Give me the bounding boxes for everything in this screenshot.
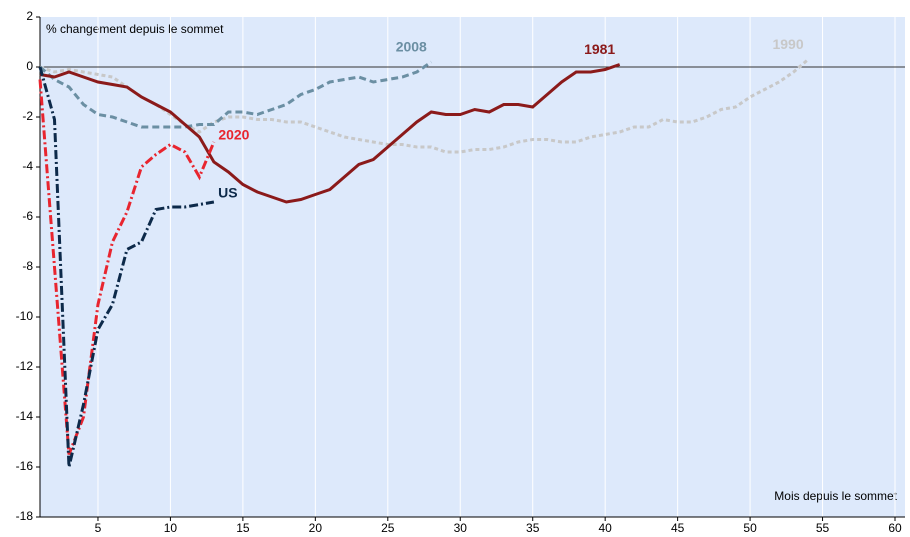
plot-area: [40, 17, 905, 517]
series-label: 2020: [218, 127, 249, 143]
x-tick-label: 35: [526, 521, 540, 535]
x-tick-label: 60: [888, 521, 902, 535]
series-label: 1981: [584, 41, 615, 57]
x-tick-label: 45: [671, 521, 685, 535]
x-tick-label: 50: [743, 521, 757, 535]
x-tick-label: 55: [816, 521, 830, 535]
x-tick-label: 5: [95, 521, 102, 535]
y-tick-label: -16: [16, 459, 34, 473]
x-tick-label: 20: [309, 521, 323, 535]
series-label: US: [218, 185, 237, 201]
x-tick-label: 25: [381, 521, 395, 535]
series-line: [38, 66, 215, 468]
y-tick-label: -4: [22, 159, 33, 173]
x-tick-label: 15: [236, 521, 250, 535]
x-tick-label: 30: [454, 521, 468, 535]
x-axis-label: Mois depuis le sommet: [774, 489, 897, 503]
y-tick-label: -8: [22, 259, 33, 273]
series-label: 2008: [396, 39, 427, 55]
y-tick-label: 2: [26, 9, 33, 23]
y-tick-label: -2: [22, 109, 33, 123]
x-tick-label: 40: [598, 521, 612, 535]
series-label: 1990: [772, 36, 803, 52]
y-tick-label: -12: [16, 359, 34, 373]
y-tick-label: -10: [16, 309, 34, 323]
x-tick-label: 10: [164, 521, 178, 535]
y-tick-label: -18: [16, 509, 34, 523]
y-tick-label: -14: [16, 409, 34, 423]
series-line: [39, 63, 621, 204]
series-line: [39, 58, 810, 154]
series-line: [38, 79, 216, 456]
y-tick-label: 0: [26, 59, 33, 73]
y-tick-label: -6: [22, 209, 33, 223]
series-line: [39, 60, 433, 129]
y-axis-label: % changement depuis le sommet: [46, 22, 224, 36]
